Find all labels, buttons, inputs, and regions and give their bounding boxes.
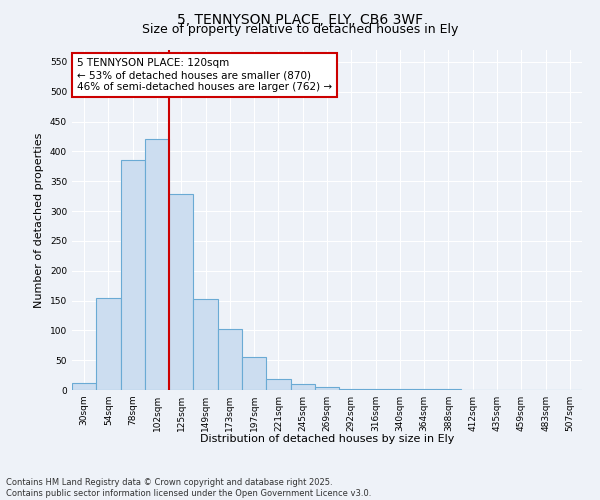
Bar xyxy=(72,383,96,390)
X-axis label: Distribution of detached houses by size in Ely: Distribution of detached houses by size … xyxy=(200,434,454,444)
Bar xyxy=(193,300,218,390)
Bar xyxy=(145,140,169,390)
Bar xyxy=(339,389,364,390)
Text: 5 TENNYSON PLACE: 120sqm
← 53% of detached houses are smaller (870)
46% of semi-: 5 TENNYSON PLACE: 120sqm ← 53% of detach… xyxy=(77,58,332,92)
Text: Contains HM Land Registry data © Crown copyright and database right 2025.
Contai: Contains HM Land Registry data © Crown c… xyxy=(6,478,371,498)
Bar xyxy=(364,389,388,390)
Text: Size of property relative to detached houses in Ely: Size of property relative to detached ho… xyxy=(142,22,458,36)
Y-axis label: Number of detached properties: Number of detached properties xyxy=(34,132,44,308)
Bar xyxy=(290,384,315,390)
Bar xyxy=(121,160,145,390)
Bar xyxy=(266,380,290,390)
Bar xyxy=(96,298,121,390)
Bar xyxy=(169,194,193,390)
Bar xyxy=(218,328,242,390)
Bar xyxy=(242,357,266,390)
Text: 5, TENNYSON PLACE, ELY, CB6 3WF: 5, TENNYSON PLACE, ELY, CB6 3WF xyxy=(177,12,423,26)
Bar xyxy=(315,387,339,390)
